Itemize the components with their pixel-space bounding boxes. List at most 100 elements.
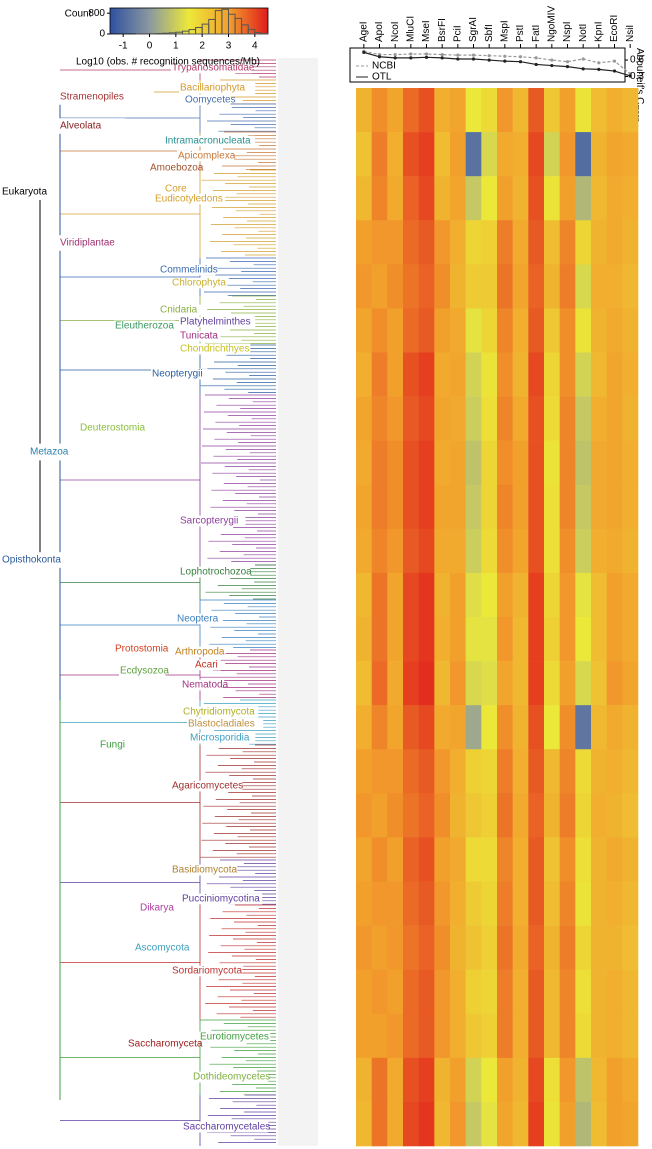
heatmap-cell	[387, 969, 404, 1015]
column-label: PciI	[452, 25, 463, 42]
heatmap-cell	[387, 749, 404, 794]
heatmap-cell	[356, 132, 372, 177]
clade-label-bg	[114, 643, 171, 655]
heatmap-cell	[481, 528, 498, 574]
heatmap-cell	[434, 617, 451, 662]
column-label: EcoRI	[609, 15, 620, 42]
heatmap-cell	[544, 440, 560, 486]
clade-label: Metazoa	[30, 447, 69, 458]
heatmap-cell	[481, 572, 498, 618]
heatmap-cell	[544, 705, 560, 750]
heatmap-cell	[559, 220, 576, 265]
heatmap-cell	[481, 1101, 498, 1147]
heatmap-cell	[606, 617, 623, 662]
heatmap-cell	[403, 132, 419, 177]
point	[424, 52, 429, 56]
heatmap-cell	[403, 881, 419, 926]
clade-label-bg	[187, 718, 264, 730]
heatmap-cell	[544, 969, 560, 1015]
heatmap-cell	[387, 484, 404, 530]
clade-label: Dothideomycetes	[193, 1072, 270, 1083]
heatmap-cell	[575, 705, 592, 750]
heatmap-cell	[450, 220, 466, 265]
heatmap-cell	[544, 220, 560, 265]
heatmap-cell	[528, 528, 545, 574]
heatmap-cell	[528, 705, 545, 750]
heatmap-cell	[418, 352, 435, 397]
heatmap-cell	[622, 749, 639, 794]
point	[518, 55, 523, 59]
heatmap-cell	[512, 264, 529, 309]
heatmap-cell	[591, 1057, 607, 1103]
column-label: KpnI	[593, 21, 604, 42]
clade-label: Arthropoda	[175, 647, 225, 658]
point	[362, 50, 366, 54]
heatmap-cell	[356, 1057, 372, 1103]
heatmap-cell	[606, 132, 623, 177]
heatmap-cell	[465, 1101, 482, 1147]
heatmap-cell	[606, 220, 623, 265]
clade-label: Ecdysozoa	[120, 666, 169, 677]
heatmap-cell	[481, 969, 498, 1015]
heatmap-cell	[606, 308, 623, 353]
heatmap-cell	[606, 484, 623, 530]
heatmap-cell	[528, 617, 545, 662]
clade-label: Bacillariophyta	[180, 83, 245, 94]
heatmap-cell	[387, 132, 404, 177]
clade-label: Chlorophyta	[172, 278, 226, 289]
heatmap-cell	[606, 528, 623, 574]
heatmap-cell	[512, 88, 529, 133]
heatmap-cell	[559, 352, 576, 397]
heatmap-cell	[387, 528, 404, 574]
point	[471, 57, 476, 61]
heatmap-cell	[450, 1057, 466, 1103]
heatmap-cell	[497, 396, 513, 441]
heatmap-cell	[403, 749, 419, 794]
heatmap-cell	[497, 528, 513, 574]
heatmap-cell	[497, 705, 513, 750]
heatmap-cell	[528, 793, 545, 838]
heatmap-cell	[544, 881, 560, 926]
heatmap-cell	[591, 969, 607, 1015]
heatmap-cell	[481, 1013, 498, 1059]
clade-label: Tunicata	[180, 331, 218, 342]
x-tick-label: 3	[226, 41, 232, 52]
heatmap-cell	[371, 528, 388, 574]
heatmap-cell	[622, 881, 639, 926]
heatmap-cell	[418, 925, 435, 970]
heatmap-cell	[371, 793, 388, 838]
heatmap-cell	[591, 1101, 607, 1147]
heatmap-cell	[450, 617, 466, 662]
heatmap-cell	[465, 396, 482, 441]
heatmap-cell	[450, 132, 466, 177]
column-label: ApoI	[374, 21, 385, 42]
heatmap-cell	[481, 264, 498, 309]
heatmap-cell	[418, 1101, 435, 1147]
heatmap-cell	[356, 793, 372, 838]
heatmap-cell	[387, 220, 404, 265]
heatmap-cell	[544, 1013, 560, 1059]
heatmap-cell	[591, 132, 607, 177]
heatmap-cell	[559, 132, 576, 177]
clade-label: Intramacronucleata	[165, 136, 251, 147]
clade-label: Acari	[195, 660, 218, 671]
clade-label-bg	[134, 942, 186, 954]
point	[581, 67, 585, 71]
clade-label-bg	[199, 1031, 271, 1043]
column-label: PstI	[515, 25, 526, 42]
heatmap-cell	[575, 88, 592, 133]
heatmap-cell	[356, 661, 372, 706]
heatmap-cell	[403, 528, 419, 574]
heatmap-cell	[544, 484, 560, 530]
heatmap-cell	[591, 837, 607, 882]
heatmap-cell	[465, 1057, 482, 1103]
heatmap-cell	[387, 352, 404, 397]
heatmap-cell	[403, 793, 419, 838]
heatmap-cell	[434, 528, 451, 574]
heatmap-cell	[465, 440, 482, 486]
heatmap-cell	[575, 1013, 592, 1059]
clade-label-bg	[1, 552, 89, 568]
heatmap-cell	[512, 969, 529, 1015]
heatmap-cell	[559, 837, 576, 882]
heatmap-cell	[591, 881, 607, 926]
